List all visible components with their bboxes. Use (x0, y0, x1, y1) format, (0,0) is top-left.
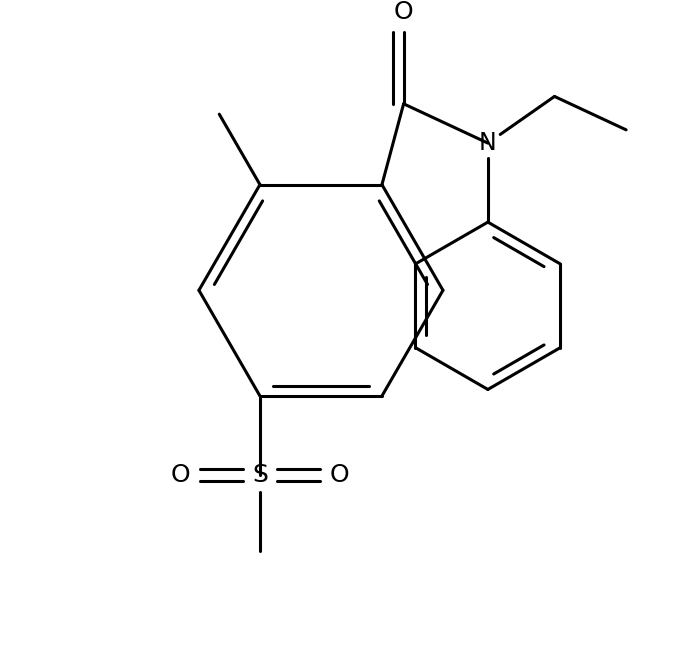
Text: O: O (330, 463, 349, 487)
Text: O: O (171, 463, 190, 487)
Text: O: O (394, 0, 414, 24)
Text: S: S (252, 463, 268, 487)
Text: N: N (479, 131, 497, 155)
